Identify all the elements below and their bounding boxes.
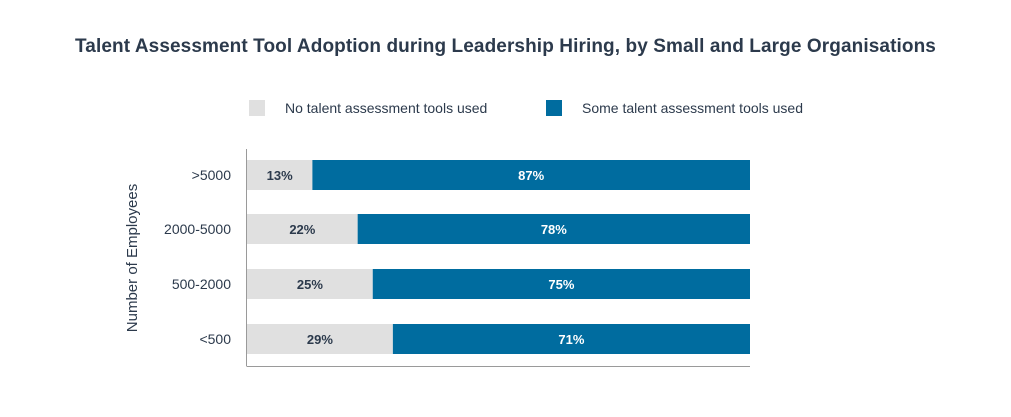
- bar-area: >5000 13% 87% 2000-5000 22% 78% 500-2000 25% 75%…: [164, 160, 750, 354]
- data-label: 25%: [297, 277, 323, 292]
- bar-segment-1: [247, 214, 358, 244]
- axes: [246, 149, 750, 367]
- category-label: 500-2000: [172, 276, 231, 292]
- legend-label-1: No talent assessment tools used: [285, 100, 487, 116]
- data-label: 71%: [558, 332, 584, 347]
- legend-swatch-1: [249, 100, 265, 116]
- data-label: 78%: [541, 222, 567, 237]
- category-label: 2000-5000: [164, 221, 231, 237]
- category-label: >5000: [192, 167, 232, 183]
- legend-swatch-2: [546, 100, 562, 116]
- y-axis-label: Number of Employees: [124, 184, 141, 332]
- bar-segment-2: [357, 214, 750, 244]
- data-label: 75%: [548, 277, 574, 292]
- bar-segment-1: [247, 269, 373, 299]
- chart-title: Talent Assessment Tool Adoption during L…: [75, 36, 936, 57]
- data-label: 29%: [307, 332, 333, 347]
- legend-label-2: Some talent assessment tools used: [582, 100, 803, 116]
- bar-segment-1: [247, 324, 393, 354]
- category-label: <500: [199, 331, 231, 347]
- bar-segment-1: [247, 160, 313, 190]
- data-label: 22%: [289, 222, 315, 237]
- bar-segment-2: [372, 269, 750, 299]
- bar-segment-2: [392, 324, 750, 354]
- bar-segment-2: [312, 160, 750, 190]
- data-label: 13%: [267, 168, 293, 183]
- data-label: 87%: [518, 168, 544, 183]
- legend: No talent assessment tools used Some tale…: [249, 100, 803, 116]
